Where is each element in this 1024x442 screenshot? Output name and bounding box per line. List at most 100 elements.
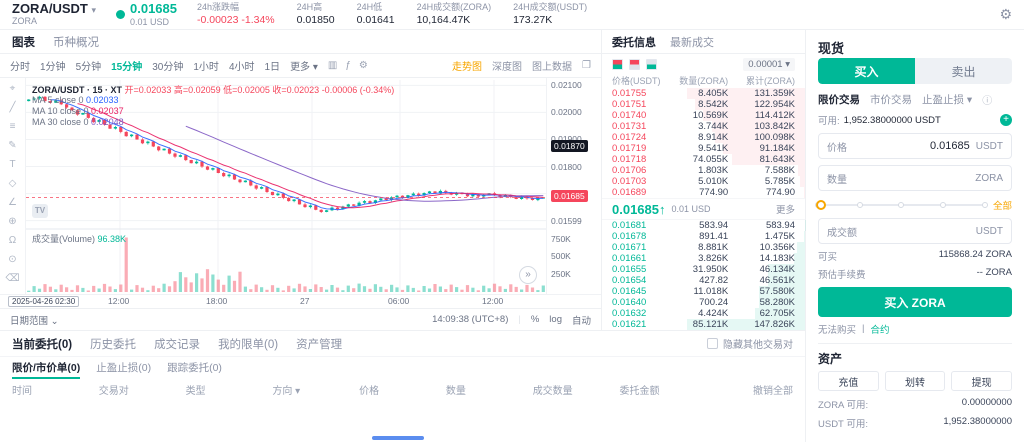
total-input[interactable]	[863, 225, 970, 237]
price-field[interactable]: 价格 USDT	[818, 133, 1012, 159]
orderbook-ask-row[interactable]: 0.01731 3.744K 103.842K	[602, 121, 805, 132]
zoom-icon[interactable]: ⊕	[8, 216, 17, 227]
date-range-button[interactable]: 日期范围 ⌄	[10, 315, 59, 327]
orders-tab-2[interactable]: 成交记录	[154, 338, 201, 351]
crosshair-icon[interactable]: ⌖	[9, 83, 16, 94]
orderbook-bid-row[interactable]: 0.01640 700.24 58.280K	[602, 297, 805, 308]
brush-icon[interactable]: ✎	[8, 140, 17, 151]
transfer-button[interactable]: 划转	[884, 371, 946, 391]
amount-input[interactable]	[853, 172, 970, 184]
orderbook-bid-row[interactable]: 0.01654 427.82 46.561K	[602, 275, 805, 286]
orderbook-ask-row[interactable]: 0.01689 774.90 774.90	[602, 187, 805, 198]
tab-orderbook[interactable]: 委托信息	[612, 36, 656, 49]
more-intervals-button[interactable]: 更多 ▾	[290, 62, 318, 73]
auto-scale-button[interactable]: 自动	[571, 315, 591, 327]
trendline-icon[interactable]: ╱	[9, 102, 16, 113]
amount-slider[interactable]	[815, 198, 988, 212]
fullscreen-icon[interactable]: ❐	[582, 60, 591, 71]
sell-tab[interactable]: 卖出	[915, 58, 1012, 84]
orderbook-bid-row[interactable]: 0.01678 891.41 1.475K	[602, 231, 805, 242]
orderbook-bid-row[interactable]: 0.01645 11.018K 57.580K	[602, 286, 805, 297]
orderbook-bid-row[interactable]: 0.01621 85.121K 147.826K	[602, 319, 805, 330]
orderbook-ask-row[interactable]: 0.01751 8.542K 122.954K	[602, 99, 805, 110]
percent-scale-button[interactable]: %	[530, 314, 540, 325]
measure-icon[interactable]: ∠	[8, 197, 17, 208]
gear-icon[interactable]: ⚙	[999, 6, 1012, 22]
pair-selector[interactable]: ZORA/USDT ▾ ZORA	[12, 2, 96, 26]
orderbook-mid-price[interactable]: 0.01685↑ 0.01 USD 更多	[602, 198, 805, 220]
orderbook-ask-row[interactable]: 0.01755 8.405K 131.359K	[602, 88, 805, 99]
precision-select[interactable]: 0.00001 ▾	[743, 57, 795, 71]
orders-tab-3[interactable]: 我的限单(0)	[218, 338, 279, 351]
slider-dot[interactable]	[940, 202, 947, 208]
slider-all-button[interactable]: 全部	[992, 201, 1012, 212]
tab-trades[interactable]: 最新成交	[670, 36, 714, 49]
amount-field[interactable]: 数量 ZORA	[818, 165, 1012, 191]
add-funds-icon[interactable]: +	[1000, 114, 1012, 126]
orders-subtab-0[interactable]: 限价/市价单(0)	[12, 357, 81, 379]
futures-link[interactable]: 合约	[870, 324, 890, 336]
order-type-1[interactable]: 市价交易	[870, 93, 912, 106]
orderbook-ask-row[interactable]: 0.01706 1.803K 7.588K	[602, 165, 805, 176]
orders-tab-1[interactable]: 历史委托	[90, 338, 137, 351]
view-link[interactable]: 图上数据	[532, 62, 573, 73]
orderbook-ask-row[interactable]: 0.01718 74.055K 81.643K	[602, 154, 805, 165]
orderbook-ask-row[interactable]: 0.01703 5.010K 5.785K	[602, 176, 805, 187]
horizontal-scrollbar[interactable]	[372, 436, 424, 440]
interval-5分钟[interactable]: 5分钟	[75, 62, 102, 73]
log-scale-button[interactable]: log	[549, 314, 562, 325]
view-link[interactable]: 走势图	[452, 62, 483, 73]
interval-4小时[interactable]: 4小时	[228, 62, 255, 73]
view-link[interactable]: 深度图	[492, 62, 523, 73]
candlestick-chart[interactable]	[26, 80, 546, 292]
orders-subtab-1[interactable]: 止盈止损(0)	[96, 361, 152, 374]
hide-other-pairs-toggle[interactable]: 隐藏其他交易对	[707, 336, 793, 351]
orders-tab-4[interactable]: 资产管理	[296, 338, 343, 351]
slider-handle[interactable]	[816, 200, 826, 210]
more-link[interactable]: 更多	[775, 205, 795, 216]
candle-style-icon[interactable]: ▥	[327, 60, 338, 71]
interval-15分钟[interactable]: 15分钟	[111, 62, 143, 73]
slider-dot[interactable]	[856, 202, 863, 208]
tab-overview[interactable]: 币种概况	[53, 36, 99, 49]
interval-分时[interactable]: 分时	[10, 62, 30, 73]
interval-1日[interactable]: 1日	[264, 62, 281, 73]
withdraw-button[interactable]: 提现	[951, 371, 1013, 391]
time-axis[interactable]: 2025-04-26 02:30 12:00 18:00 27 06:00 12:00	[0, 294, 601, 308]
scroll-to-latest-button[interactable]: »	[519, 266, 537, 284]
lock-icon[interactable]: ⊙	[8, 254, 17, 265]
order-type-0[interactable]: 限价交易	[818, 93, 860, 106]
chart-settings-icon[interactable]: ⚙	[358, 60, 368, 71]
orders-tab-0[interactable]: 当前委托(0)	[12, 338, 73, 351]
orderbook-bid-row[interactable]: 0.01681 583.94 583.94	[602, 220, 805, 231]
interval-30分钟[interactable]: 30分钟	[152, 62, 184, 73]
delete-icon[interactable]: ⌫	[5, 273, 20, 284]
orderbook-ask-row[interactable]: 0.01719 9.541K 91.184K	[602, 143, 805, 154]
tab-chart[interactable]: 图表	[12, 36, 35, 49]
indicators-icon[interactable]: ƒ	[345, 60, 351, 71]
buy-submit-button[interactable]: 买入 ZORA	[818, 287, 1012, 317]
deposit-button[interactable]: 充值	[818, 371, 879, 391]
orderbook-bid-row[interactable]: 0.01655 31.950K 46.134K	[602, 264, 805, 275]
orderbook-bid-row[interactable]: 0.01632 4.424K 62.705K	[602, 308, 805, 319]
cancel-all-button[interactable]: 撤销全部	[753, 385, 794, 397]
orderbook-bid-row[interactable]: 0.01661 3.826K 14.183K	[602, 253, 805, 264]
orderbook-view-asks-icon[interactable]	[629, 58, 640, 70]
buy-tab[interactable]: 买入	[818, 58, 915, 84]
shapes-icon[interactable]: ◇	[8, 178, 17, 189]
orderbook-ask-row[interactable]: 0.01724 8.914K 100.098K	[602, 132, 805, 143]
orderbook-ask-row[interactable]: 0.01740 10.569K 114.412K	[602, 110, 805, 121]
slider-dot[interactable]	[898, 202, 905, 208]
order-type-2[interactable]: 止盈止损 ▾	[922, 93, 973, 106]
interval-1分钟[interactable]: 1分钟	[40, 62, 66, 73]
fib-icon[interactable]: ≡	[9, 121, 16, 132]
total-field[interactable]: 成交额 USDT	[818, 218, 1012, 244]
interval-1小时[interactable]: 1小时	[193, 62, 219, 73]
price-input[interactable]	[853, 140, 970, 152]
slider-dot[interactable]	[981, 202, 988, 208]
orders-subtab-2[interactable]: 跟踪委托(0)	[167, 361, 222, 374]
text-icon[interactable]: T	[9, 159, 16, 170]
orderbook-bid-row[interactable]: 0.01671 8.881K 10.356K	[602, 242, 805, 253]
orderbook-view-bids-icon[interactable]	[646, 58, 657, 70]
checkbox-icon[interactable]	[707, 338, 718, 349]
